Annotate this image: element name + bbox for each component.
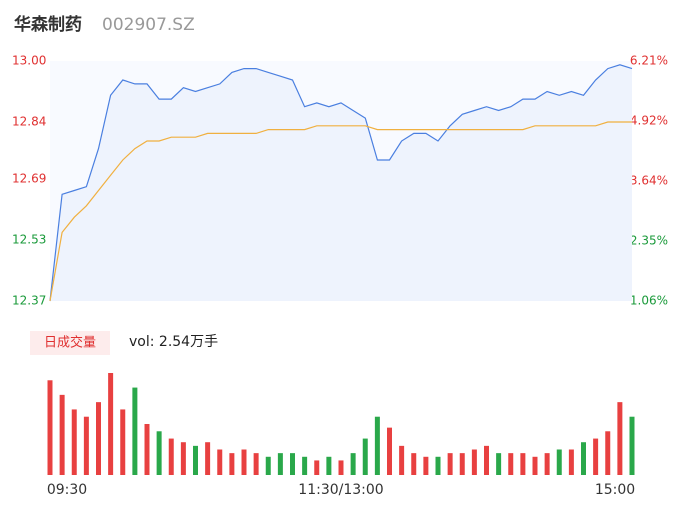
volume-bar [471,449,477,475]
y-tick-label: 12.69 [12,172,46,186]
volume-bar [399,445,405,475]
volume-bar [496,453,502,475]
volume-bar [629,416,635,475]
volume-bar [144,424,150,475]
y-tick-label: 12.37 [12,294,46,308]
y2-tick-label: 1.06% [630,294,668,308]
volume-bar [59,394,65,475]
volume-bar [459,453,465,475]
price-line [49,64,633,302]
volume-bar [532,456,538,475]
volume-bar [544,453,550,475]
y2-tick-label: 4.92% [630,114,668,128]
volume-bar [193,445,198,475]
volume-bar [447,453,453,475]
volume-bar [581,442,586,475]
volume-bar [605,431,611,475]
volume-bar [556,449,562,475]
volume-bar [302,456,308,475]
volume-bar [132,387,138,475]
volume-bar [290,453,295,475]
volume-bar [484,445,489,475]
stock-code: 002907.SZ [102,15,195,35]
volume-bar [253,453,259,475]
y2-tick-label: 6.21% [630,54,668,68]
volume-bar [71,409,77,475]
x-tick-label: 09:30 [47,482,87,498]
volume-tag [30,331,110,355]
y2-tick-label: 3.64% [630,173,668,187]
volume-bar [241,449,247,475]
avg-line [49,121,632,302]
volume-bar [229,453,235,475]
volume-bar [617,402,623,475]
y2-tick-label: 2.35% [630,233,668,247]
volume-bar [326,456,332,475]
volume-bar [83,416,89,475]
y-tick-label: 13.00 [12,54,46,68]
y-tick-label: 12.84 [12,114,46,128]
volume-bar [47,380,53,475]
volume-bar [338,460,344,475]
volume-bar [387,427,392,475]
volume-bar [277,453,283,475]
volume-bar [350,453,356,475]
volume-title: 日成交量 [44,335,96,351]
volume-bar [96,402,101,475]
volume-bar [108,373,114,475]
volume-bar [593,438,599,475]
volume-subtitle: vol: 2.54万手 [129,334,218,350]
volume-bar [423,456,429,475]
stock-name: 华森制药 [14,14,82,35]
volume-bar [568,449,574,475]
price-area [50,64,632,301]
volume-bar [120,409,126,475]
volume-bar [520,453,526,475]
volume-bar [374,416,380,475]
volume-bar [265,456,271,475]
volume-bar [205,442,211,475]
volume-bar [435,456,441,475]
volume-bar [217,449,223,475]
volume-bar [180,442,186,475]
y-tick-label: 12.53 [12,233,46,247]
x-tick-label: 15:00 [595,482,635,498]
x-tick-label: 11:30/13:00 [298,482,383,498]
volume-bar [362,438,368,475]
volume-bar [314,460,320,475]
volume-bar [168,438,174,475]
volume-bar [156,431,162,475]
volume-bar [411,453,417,475]
volume-bar [508,453,514,475]
